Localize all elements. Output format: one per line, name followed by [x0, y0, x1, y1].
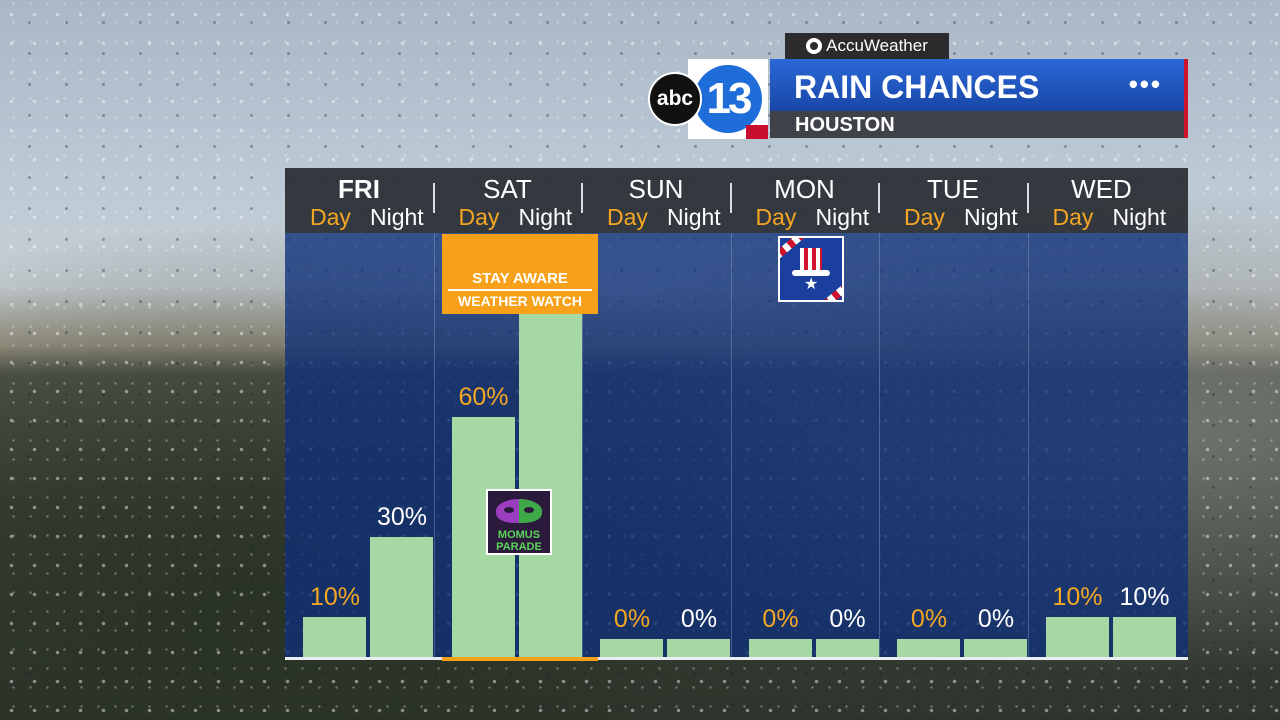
day-header-sun: SUN Day Night — [582, 168, 730, 233]
uncle-sam-hat-icon: ★ — [778, 236, 844, 302]
data-label-sat-day: 60% — [458, 383, 509, 411]
station-number: 13 — [694, 65, 762, 133]
column-separator — [1027, 233, 1029, 657]
day-name: SAT — [483, 174, 532, 204]
watch-line-1: STAY AWARE — [472, 270, 568, 287]
column-separator — [433, 233, 435, 657]
parade-line-1: MOMUS — [497, 529, 541, 541]
accuweather-badge: AccuWeather — [785, 33, 949, 59]
mask-shape — [496, 499, 542, 523]
watch-divider — [448, 289, 592, 291]
day-label: Day — [607, 204, 648, 230]
watch-line-2: WEATHER WATCH — [458, 293, 582, 309]
night-label: Night — [1112, 204, 1167, 230]
day-label: Day — [755, 204, 797, 230]
bar-tue-night — [964, 639, 1027, 657]
bar-sun-night — [667, 639, 730, 657]
page-title: RAIN CHANCES — [794, 69, 1040, 105]
data-label-fri-day: 10% — [309, 583, 361, 611]
data-label-sun-night: 0% — [680, 605, 718, 633]
hat-brim — [792, 270, 830, 276]
mask-eye-left — [504, 507, 514, 513]
day-label: Day — [310, 204, 351, 230]
day-label: Day — [904, 204, 945, 230]
day-name: FRI — [338, 174, 380, 204]
bar-mon-day — [748, 639, 812, 657]
parade-line-2: PARADE — [496, 541, 542, 553]
night-label: Night — [667, 204, 721, 230]
day-name: TUE — [927, 174, 979, 204]
chart-header — [285, 168, 1188, 233]
day-name: MON — [774, 174, 835, 204]
data-label-mon-day: 0% — [762, 605, 799, 633]
abc-logo: abc — [648, 72, 702, 126]
bar-wed-day — [1045, 617, 1109, 657]
header-separator — [729, 183, 732, 213]
data-label-sun-day: 0% — [613, 605, 651, 633]
location-subtitle: HOUSTON — [795, 114, 895, 136]
day-header-mon: MON Day Night — [731, 168, 879, 233]
day-header-sat: SAT Day Night — [434, 168, 582, 233]
stripe-bottom-right — [822, 276, 842, 300]
night-label: Night — [815, 204, 870, 230]
title-bar: RAIN CHANCES ••• — [770, 59, 1188, 111]
data-label-wed-day: 10% — [1052, 583, 1103, 611]
night-label: Night — [964, 204, 1018, 230]
night-label: Night — [370, 204, 424, 230]
day-name: WED — [1071, 174, 1132, 204]
header-separator — [432, 183, 435, 213]
header-separator — [878, 183, 880, 213]
star-icon: ★ — [804, 276, 819, 293]
data-label-mon-night: 0% — [829, 605, 866, 633]
day-label: Day — [458, 204, 500, 230]
column-separator — [730, 233, 732, 657]
bar-tue-day — [897, 639, 960, 657]
bar-sun-day — [600, 639, 663, 657]
day-header-tue: TUE Day Night — [879, 168, 1027, 233]
header-separator — [1026, 183, 1029, 213]
day-name: SUN — [628, 174, 684, 204]
day-header-fri: FRI Day Night — [285, 168, 433, 233]
watch-underline — [442, 657, 598, 661]
data-label-fri-night: 30% — [376, 503, 428, 531]
column-separator — [582, 233, 583, 657]
bar-wed-night — [1112, 617, 1176, 657]
bar-fri-night — [370, 537, 433, 657]
more-dots-icon: ••• — [1128, 69, 1162, 99]
mardi-gras-mask-icon: MOMUS PARADE — [486, 489, 552, 555]
header-separator — [581, 183, 583, 213]
day-label: Day — [1052, 204, 1094, 230]
chart-baseline — [285, 657, 1188, 660]
data-label-tue-day: 0% — [910, 605, 948, 633]
bar-mon-night — [815, 639, 879, 657]
bar-fri-day — [303, 617, 366, 657]
hat-crown — [800, 248, 822, 270]
weather-watch-badge: STAY AWARE WEATHER WATCH — [442, 234, 598, 314]
day-header-wed: WED Day Night — [1028, 168, 1176, 233]
logo-red-accent — [746, 125, 768, 139]
subtitle-bar: HOUSTON — [770, 111, 1188, 138]
data-label-wed-night: 10% — [1119, 583, 1170, 611]
sun-icon — [806, 38, 823, 54]
column-separator — [879, 233, 880, 657]
chart-panel — [285, 233, 1188, 658]
mask-eye-right — [524, 507, 534, 513]
bar-sat-night — [518, 297, 582, 657]
station-logo-13: 13 — [688, 59, 768, 139]
data-label-tue-night: 0% — [977, 605, 1015, 633]
night-label: Night — [518, 204, 573, 230]
sponsor-label: AccuWeather — [826, 36, 928, 55]
